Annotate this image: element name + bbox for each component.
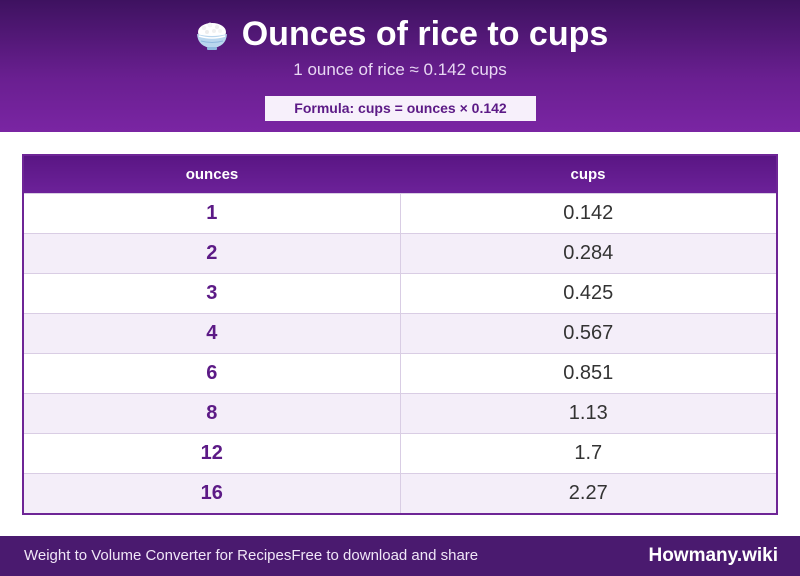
cups-cell: 0.142 [400,193,776,234]
table-row: 3 0.425 [24,273,776,314]
page-footer: Weight to Volume Converter for RecipesFr… [0,536,800,576]
footer-share-note: Free to download and share [291,547,479,564]
brand-logo-text[interactable]: Howmany.wiki [648,545,778,566]
ounces-cell: 8 [24,393,401,434]
conversion-subtitle: 1 ounce of rice ≈ 0.142 cups [293,60,507,79]
page-title-row: Ounces of rice to cups [0,12,800,56]
table-row: 2 0.284 [24,233,776,274]
ounces-cell: 2 [24,233,401,274]
cups-cell: 1.13 [400,393,776,434]
rice-bowl-icon [192,14,232,54]
column-header-ounces: ounces [24,156,400,194]
ounces-cell: 6 [24,353,401,394]
ounces-cell: 3 [24,273,401,314]
table-row: 1 0.142 [24,193,776,234]
conversion-table-container: ounces cups 1 0.142 2 0.284 3 0.425 4 0.… [22,154,778,515]
cups-cell: 0.284 [400,233,776,274]
footer-site-description: Weight to Volume Converter for Recipes [24,547,292,564]
table-row: 6 0.851 [24,353,776,394]
cups-cell: 1.7 [400,433,776,474]
ounces-cell: 4 [24,313,401,354]
page-title: Ounces of rice to cups [241,15,609,53]
cups-cell: 0.851 [400,353,776,394]
cups-cell: 0.567 [400,313,776,354]
table-row: 8 1.13 [24,393,776,434]
formula-badge: Formula: cups = ounces × 0.142 [265,96,536,121]
cups-cell: 0.425 [400,273,776,314]
ounces-cell: 16 [24,473,401,513]
column-header-cups: cups [400,156,776,194]
table-row: 4 0.567 [24,313,776,354]
page-header: Ounces of rice to cups 1 ounce of rice ≈… [0,0,800,132]
table-row: 12 1.7 [24,433,776,474]
table-row: 16 2.27 [24,473,776,513]
footer-text: Weight to Volume Converter for RecipesFr… [24,536,478,576]
ounces-cell: 12 [24,433,401,474]
ounces-cell: 1 [24,193,401,234]
cups-cell: 2.27 [400,473,776,513]
conversion-table: ounces cups 1 0.142 2 0.284 3 0.425 4 0.… [24,156,776,513]
table-header-row: ounces cups [24,156,776,194]
